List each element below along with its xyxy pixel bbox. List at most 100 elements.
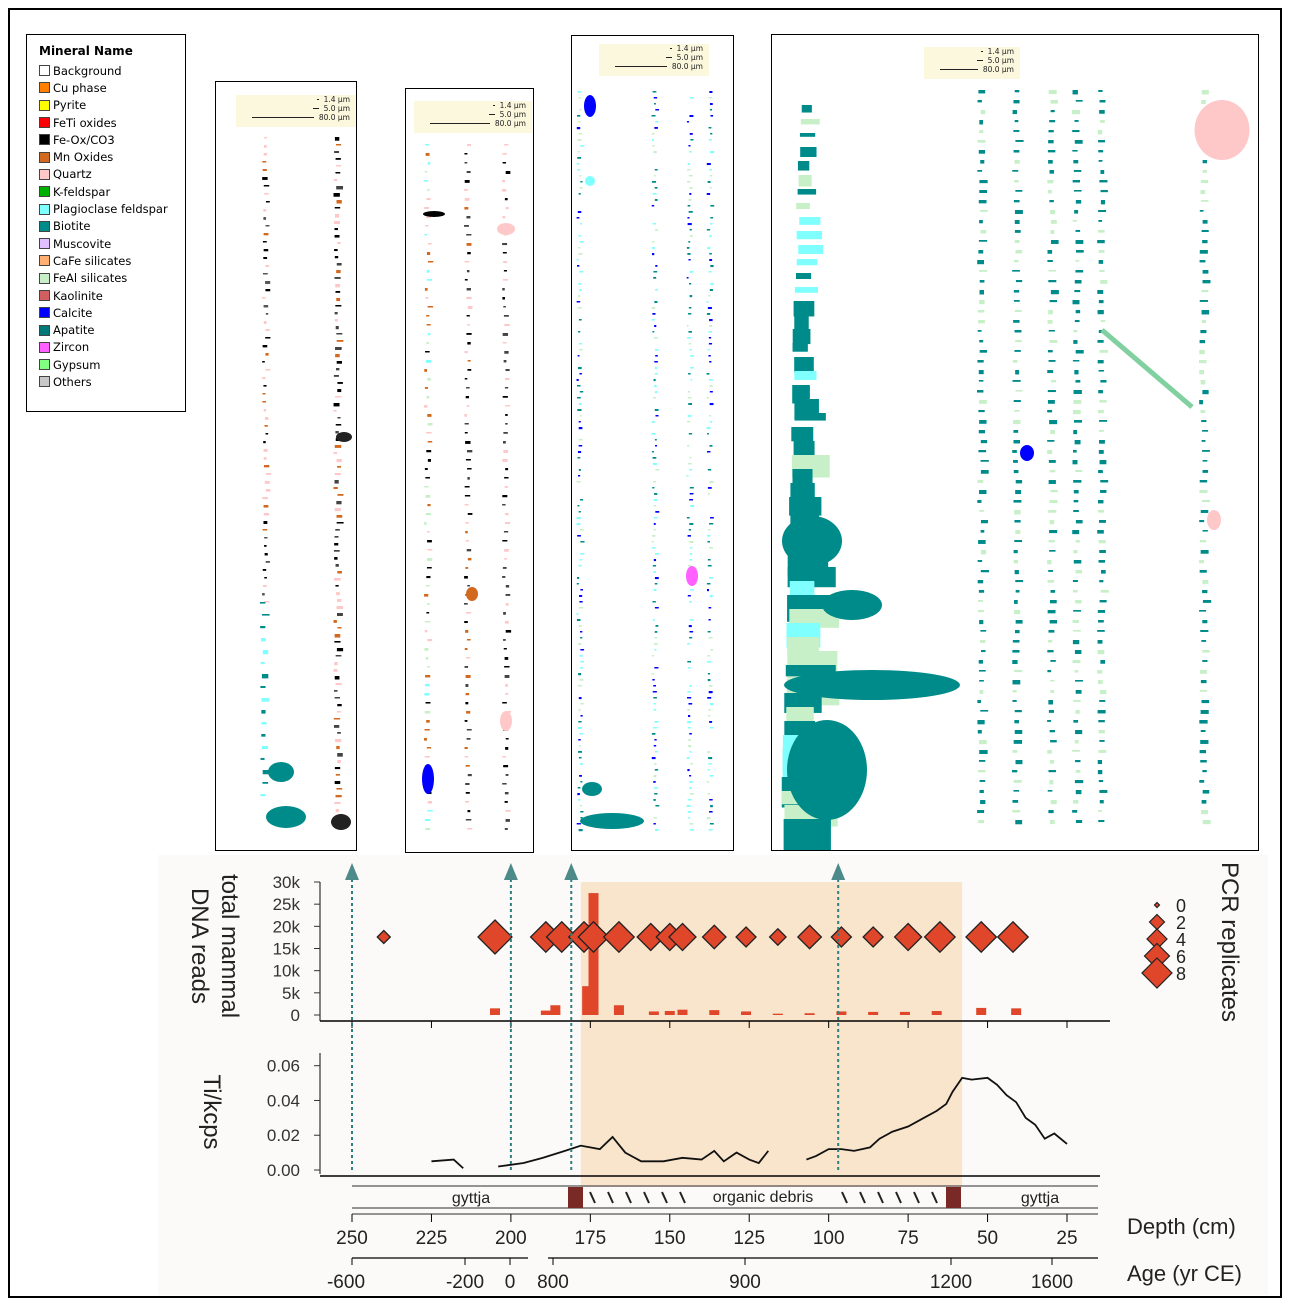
legend-label: Kaolinite — [53, 288, 103, 303]
age-tick-label: 1600 — [1031, 1272, 1073, 1293]
ti-y-tick-label: 0.04 — [267, 1091, 300, 1110]
lithology-middle-label: organic debris — [713, 1189, 814, 1206]
dna-bar — [931, 1011, 942, 1015]
debris-mark — [877, 1191, 884, 1204]
debris-mark — [643, 1191, 650, 1204]
debris-mark — [679, 1191, 686, 1204]
scale-label: 5.0 µm — [987, 56, 1014, 65]
debris-mark — [589, 1191, 596, 1204]
dna-bar — [976, 1007, 987, 1015]
legend-swatch — [39, 290, 50, 301]
pcr-legend-label: 8 — [1176, 964, 1186, 984]
pcr-legend-title: PCR replicates — [1216, 862, 1243, 1022]
pcr-legend-label: 2 — [1176, 913, 1186, 933]
depth-tick-label: 150 — [654, 1228, 686, 1249]
legend-item: K-feldspar — [39, 183, 185, 200]
depth-tick-label: 175 — [574, 1228, 606, 1249]
legend-swatch — [39, 376, 50, 388]
dna-bar — [836, 1011, 847, 1015]
legend-item: Muscovite — [39, 235, 185, 252]
dna-bar — [582, 986, 593, 1015]
ti-series-line — [498, 1135, 769, 1168]
legend-label: CaFe silicates — [53, 253, 132, 268]
depth-tick-label: 75 — [898, 1228, 919, 1249]
scale-label: 1.4 µm — [323, 95, 350, 104]
legend-swatch — [39, 359, 50, 371]
legend-swatch — [39, 341, 50, 353]
dna-y-tick-label: 30k — [273, 873, 301, 892]
legend-swatch — [39, 117, 50, 129]
dna-y-tick-label: 20k — [273, 917, 301, 936]
dna-bar — [613, 1005, 624, 1015]
depth-tick-label: 125 — [733, 1228, 765, 1249]
debris-mark — [625, 1191, 632, 1204]
particle-map — [781, 90, 1250, 850]
pcr-legend-label: 0 — [1176, 896, 1186, 916]
pcr-legend-label: 6 — [1176, 947, 1186, 967]
legend-swatch — [39, 220, 50, 232]
legend-item: Apatite — [39, 321, 185, 338]
scale-label: 80.0 µm — [982, 65, 1014, 74]
scale-label: 5.0 µm — [323, 104, 350, 113]
dna-y-label-line1: total mammal — [216, 874, 243, 1018]
debris-mark — [607, 1191, 614, 1204]
legend-swatch — [39, 134, 50, 146]
pcr-diamond — [577, 920, 610, 954]
depth-tick-label: 100 — [813, 1228, 845, 1249]
legend-label: Quartz — [53, 167, 92, 182]
legend-swatch — [39, 186, 50, 198]
pcr-diamond — [376, 929, 392, 945]
dna-bar — [550, 1005, 561, 1015]
legend-item: Background — [39, 62, 185, 79]
depth-tick-label: 200 — [495, 1228, 527, 1249]
legend-items: Background Cu phase Pyrite FeTi oxides Fe-Ox… — [39, 62, 185, 391]
dna-bar — [664, 1011, 675, 1015]
pcr-diamond — [545, 920, 578, 954]
scale-label: 1.4 µm — [987, 47, 1014, 56]
debris-mark — [841, 1191, 848, 1204]
pcr-diamond — [965, 920, 998, 954]
age-tick-label: 1200 — [930, 1272, 972, 1293]
pcr-legend-label: 4 — [1176, 930, 1186, 950]
pcr-legend-diamond — [1153, 901, 1161, 909]
pcr-diamond — [602, 920, 636, 954]
legend-item: Calcite — [39, 304, 185, 321]
legend-label: Cu phase — [53, 80, 107, 95]
legend-item: Gypsum — [39, 356, 185, 373]
lithology-right-label: gyttja — [1021, 1190, 1059, 1207]
lithology-boundary-left — [568, 1187, 583, 1208]
pcr-diamond — [996, 920, 1030, 954]
scale-label: 1.4 µm — [499, 101, 526, 110]
age-tick-label: 900 — [729, 1272, 761, 1293]
legend-item: Plagioclase feldspar — [39, 200, 185, 217]
pcr-diamond — [668, 922, 697, 952]
scale-bar: 1.4 µm 5.0 µm 80.0 µm — [924, 47, 1020, 79]
mineral-map-panel-3: 1.4 µm 5.0 µm 80.0 µm — [571, 35, 734, 851]
legend-label: FeTi oxides — [53, 115, 117, 130]
depth-tick-label: 25 — [1056, 1228, 1077, 1249]
dna-bar — [804, 1013, 815, 1015]
pcr-diamond — [735, 926, 757, 948]
pcr-diamond — [862, 926, 885, 948]
dna-bar — [540, 1010, 551, 1015]
mineral-map-panel-2: 1.4 µm 5.0 µm 80.0 µm — [405, 88, 534, 853]
depth-tick-label: 225 — [416, 1228, 448, 1249]
legend-item: Mn Oxides — [39, 148, 185, 165]
age-tick-label: 800 — [537, 1272, 569, 1293]
legend-swatch — [39, 65, 50, 77]
mineral-map-panel-4: 1.4 µm 5.0 µm 80.0 µm — [771, 34, 1259, 851]
dna-bar — [1011, 1008, 1022, 1015]
legend-label: Apatite — [53, 323, 95, 338]
legend-swatch — [39, 82, 50, 94]
dna-bar — [772, 1013, 783, 1015]
dna-bar — [588, 893, 599, 1015]
legend-label: Calcite — [53, 305, 93, 320]
pcr-diamond — [830, 926, 853, 948]
legend-swatch — [39, 99, 50, 111]
pcr-diamond — [477, 919, 513, 955]
age-tick-label: -600 — [327, 1272, 365, 1293]
legend-label: FeAl silicates — [53, 271, 128, 286]
pcr-diamond — [701, 924, 727, 950]
dna-bar — [868, 1011, 879, 1015]
